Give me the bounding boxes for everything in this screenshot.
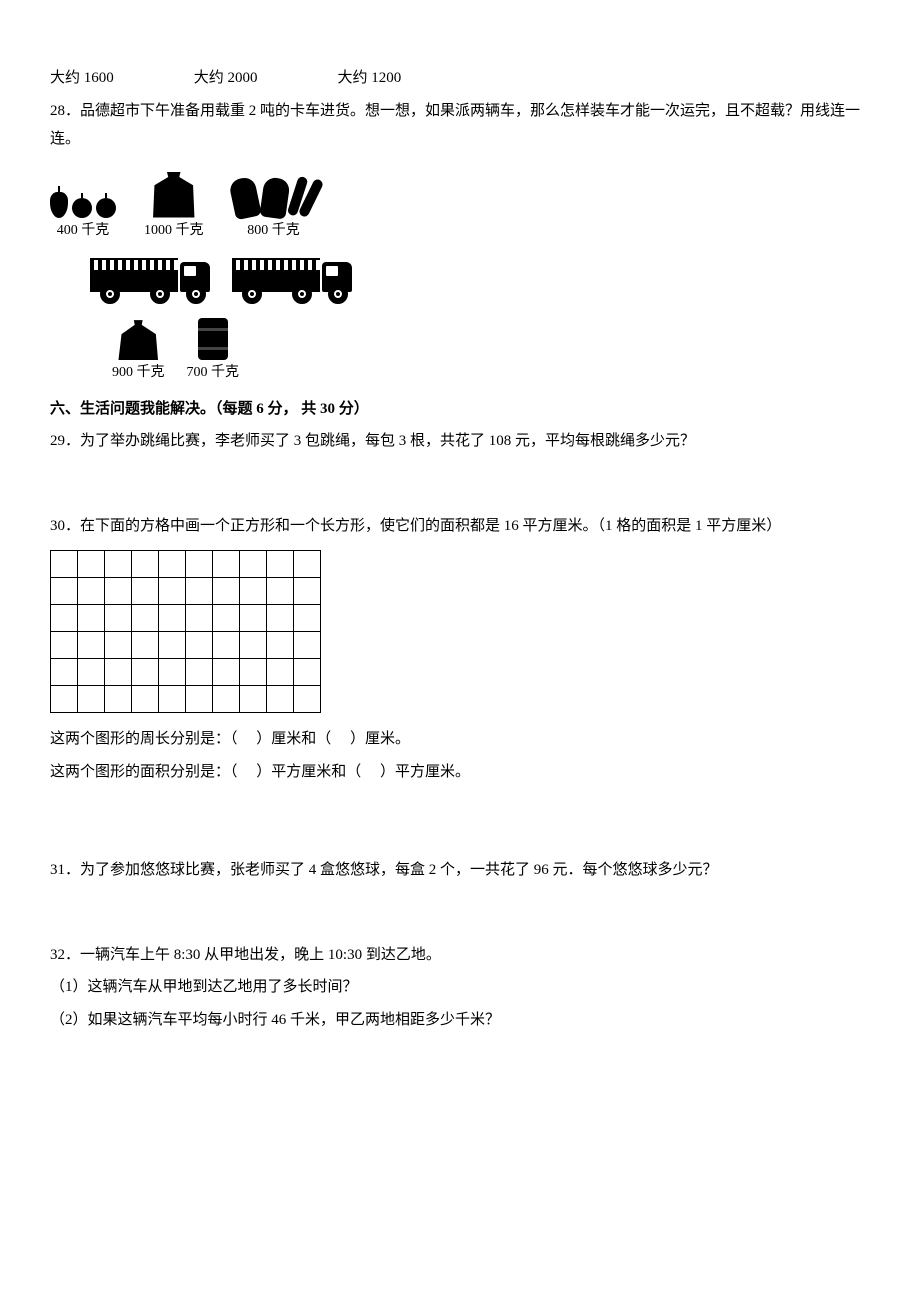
coal-icon [112, 314, 165, 360]
estimate-row: 大约 1600 大约 2000 大约 1200 [50, 64, 870, 93]
goods-barrel: 700 千克 [187, 314, 240, 387]
estimate-3: 大约 1200 [338, 64, 478, 93]
q32-text: 32．一辆汽车上午 8:30 从甲地出发，晚上 10:30 到达乙地。 [50, 941, 870, 970]
goods-coal-label: 900 千克 [112, 360, 165, 387]
q31-text: 31．为了参加悠悠球比赛，张老师买了 4 盒悠悠球，每盒 2 个，一共花了 96… [50, 856, 870, 885]
q28-text: 28．品德超市下午准备用载重 2 吨的卡车进货。想一想，如果派两辆车，那么怎样装… [50, 97, 870, 154]
section6-title: 六、生活问题我能解决。（每题 6 分， 共 30 分） [50, 395, 870, 424]
q30-text: 30．在下面的方格中画一个正方形和一个长方形，使它们的面积都是 16 平方厘米。… [50, 512, 870, 541]
fruits-icon [50, 172, 116, 218]
sack-icon [144, 172, 204, 218]
q30-grid [50, 550, 870, 713]
grid-table [50, 550, 321, 713]
barrel-icon [187, 314, 240, 360]
goods-coal: 900 千克 [112, 314, 165, 387]
estimate-1: 大约 1600 [50, 64, 190, 93]
q28-goods-top: 400 千克 1000 千克 800 千克 [50, 172, 870, 245]
q28-goods-bottom: 900 千克 700 千克 [112, 314, 870, 387]
q32-sub1: （1）这辆汽车从甲地到达乙地用了多长时间？ [50, 973, 870, 1002]
q28-trucks [90, 254, 870, 304]
goods-meat-label: 800 千克 [232, 218, 316, 245]
q30-line2: 这两个图形的面积分别是：（ ）平方厘米和（ ）平方厘米。 [50, 758, 870, 787]
truck-icon [232, 254, 352, 304]
goods-barrel-label: 700 千克 [187, 360, 240, 387]
goods-meat: 800 千克 [232, 172, 316, 245]
q30-line1: 这两个图形的周长分别是：（ ）厘米和（ ）厘米。 [50, 725, 870, 754]
estimate-2: 大约 2000 [194, 64, 334, 93]
goods-sack-label: 1000 千克 [144, 218, 204, 245]
q29-text: 29．为了举办跳绳比赛，李老师买了 3 包跳绳，每包 3 根，共花了 108 元… [50, 427, 870, 456]
goods-fruits: 400 千克 [50, 172, 116, 245]
q32-sub2: （2）如果这辆汽车平均每小时行 46 千米，甲乙两地相距多少千米？ [50, 1006, 870, 1035]
truck-icon [90, 254, 210, 304]
meat-icon [232, 172, 316, 218]
goods-sack: 1000 千克 [144, 172, 204, 245]
goods-fruits-label: 400 千克 [50, 218, 116, 245]
